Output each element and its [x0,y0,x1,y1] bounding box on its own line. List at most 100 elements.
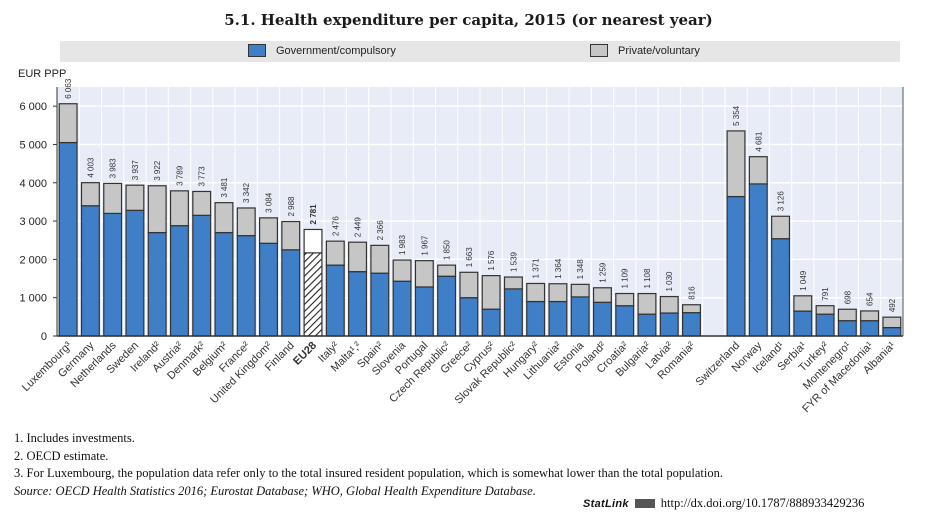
statlink: StatLink http://dx.doi.org/10.1787/88893… [583,496,864,511]
bar-government-segment [169,225,189,337]
bar-private-segment [681,304,702,314]
bar-government-segment [592,301,612,337]
bar-value-label: 698 [843,290,852,304]
bar-government-segment [503,288,523,337]
bar-chart: 0 1 000 2 000 3 000 4 000 5 000 6 000 6 063 4 00… [19,78,904,415]
bar-private-segment [236,207,256,237]
legend-swatch-private [590,44,608,57]
x-category-label: EU28 [291,340,319,368]
bar-government-segment [637,313,657,337]
bar-private-segment [592,287,612,303]
statlink-label: StatLink [583,497,629,510]
bar-value-label: 5 354 [732,105,741,126]
bar-government-segment [860,320,880,337]
bar-private-segment [192,190,212,216]
bar-private-segment [637,292,657,315]
bar-government-segment [80,205,100,337]
bar-private-segment [103,182,123,215]
bar-private-segment [281,220,301,251]
bar-government-segment [125,209,145,337]
bar-private-segment [659,295,679,314]
source-line: Source: OECD Health Statistics 2016; Eur… [14,483,723,501]
bar-private-segment [459,271,479,299]
bar-private-segment [615,292,635,307]
bar-value-label: 1 967 [420,235,429,256]
bar-private-segment [860,310,880,322]
bar-government-segment [793,310,813,337]
legend: Government/compulsory Private/voluntary [60,41,900,62]
bar-private-segment [481,275,501,310]
bar-value-label: 2 476 [331,216,340,237]
legend-label-government: Government/compulsory [276,44,396,57]
bar-government-segment [659,312,679,337]
bar-value-label: 816 [688,286,697,300]
bar-private-segment [80,182,100,207]
bar-value-label: 3 126 [777,191,786,212]
footnote-1: 1. Includes investments. [14,431,135,445]
bar-government-segment [815,313,835,337]
bar-government-segment [771,238,791,337]
bar-government-segment [615,305,635,337]
statlink-icon [634,499,655,508]
bar-value-label: 3 789 [175,165,184,186]
bar-private-segment [414,260,434,288]
bar-government-segment [370,272,390,337]
bar-private-segment [771,215,791,240]
source-prefix: Source: [14,483,56,498]
bar-value-label: 1 663 [465,247,474,268]
bar-value-label: 4 681 [754,131,763,152]
bar-private-segment [214,202,234,234]
bar-value-label: 3 481 [220,177,229,198]
bar-value-label: 1 348 [576,259,585,280]
bar-private-segment [392,259,412,282]
y-tick-label: 4 000 [19,178,47,190]
bar-private-segment [325,240,345,266]
bar-government-segment [236,235,256,337]
y-tick-label: 0 [41,331,47,343]
bar-value-label: 654 [866,292,875,306]
bar-value-label: 3 983 [109,158,118,179]
bar-private-segment [169,190,189,227]
bar-private-segment [570,283,590,298]
statlink-url[interactable]: http://dx.doi.org/10.1787/888933429236 [660,496,865,510]
bar-government-segment [437,275,457,337]
footnote-3: 3. For Luxembourg, the population data r… [14,466,723,480]
bar-government-segment [837,320,857,337]
bar-private-segment [837,308,857,322]
bar-government-segment [414,286,434,337]
bar-value-label: 2 366 [376,220,385,241]
bar-government-segment [103,212,123,337]
bar-government-segment [325,264,345,337]
y-tick-label: 6 000 [19,101,47,113]
source-text: OECD Health Statistics 2016; Eurostat Da… [55,483,536,498]
bar-government-segment [526,300,546,337]
bar-government-segment [570,296,590,337]
y-tick-label: 2 000 [19,254,47,266]
bar-value-label: 3 922 [153,160,162,181]
bar-government-segment [459,297,479,337]
legend-item-private: Private/voluntary [590,44,700,57]
bar-government-segment [258,242,279,337]
bar-private-segment [370,244,390,274]
bar-private-segment [748,156,768,185]
bar-value-label: 492 [888,298,897,312]
bar-value-label: 2 449 [354,217,363,238]
bar-private-segment [58,103,78,144]
bar-private-segment [815,305,835,315]
bar-government-segment [147,231,167,337]
bar-value-label: 3 342 [242,182,251,203]
bar-private-segment [882,316,902,329]
bar-government-segment [303,252,323,337]
bar-government-segment [192,214,212,337]
bar-value-label: 1 049 [799,270,808,291]
bar-government-segment [348,271,368,337]
bar-private-segment [348,241,368,273]
bar-private-segment [147,185,167,234]
legend-swatch-government [248,44,266,57]
bar-value-label: 1 371 [532,258,541,279]
y-tick-label: 5 000 [19,139,47,151]
bar-government-segment [681,312,702,337]
footnote-2: 2. OECD estimate. [14,448,109,463]
y-tick-label: 3 000 [19,216,47,228]
y-axis-unit-label: EUR PPP [18,68,67,80]
